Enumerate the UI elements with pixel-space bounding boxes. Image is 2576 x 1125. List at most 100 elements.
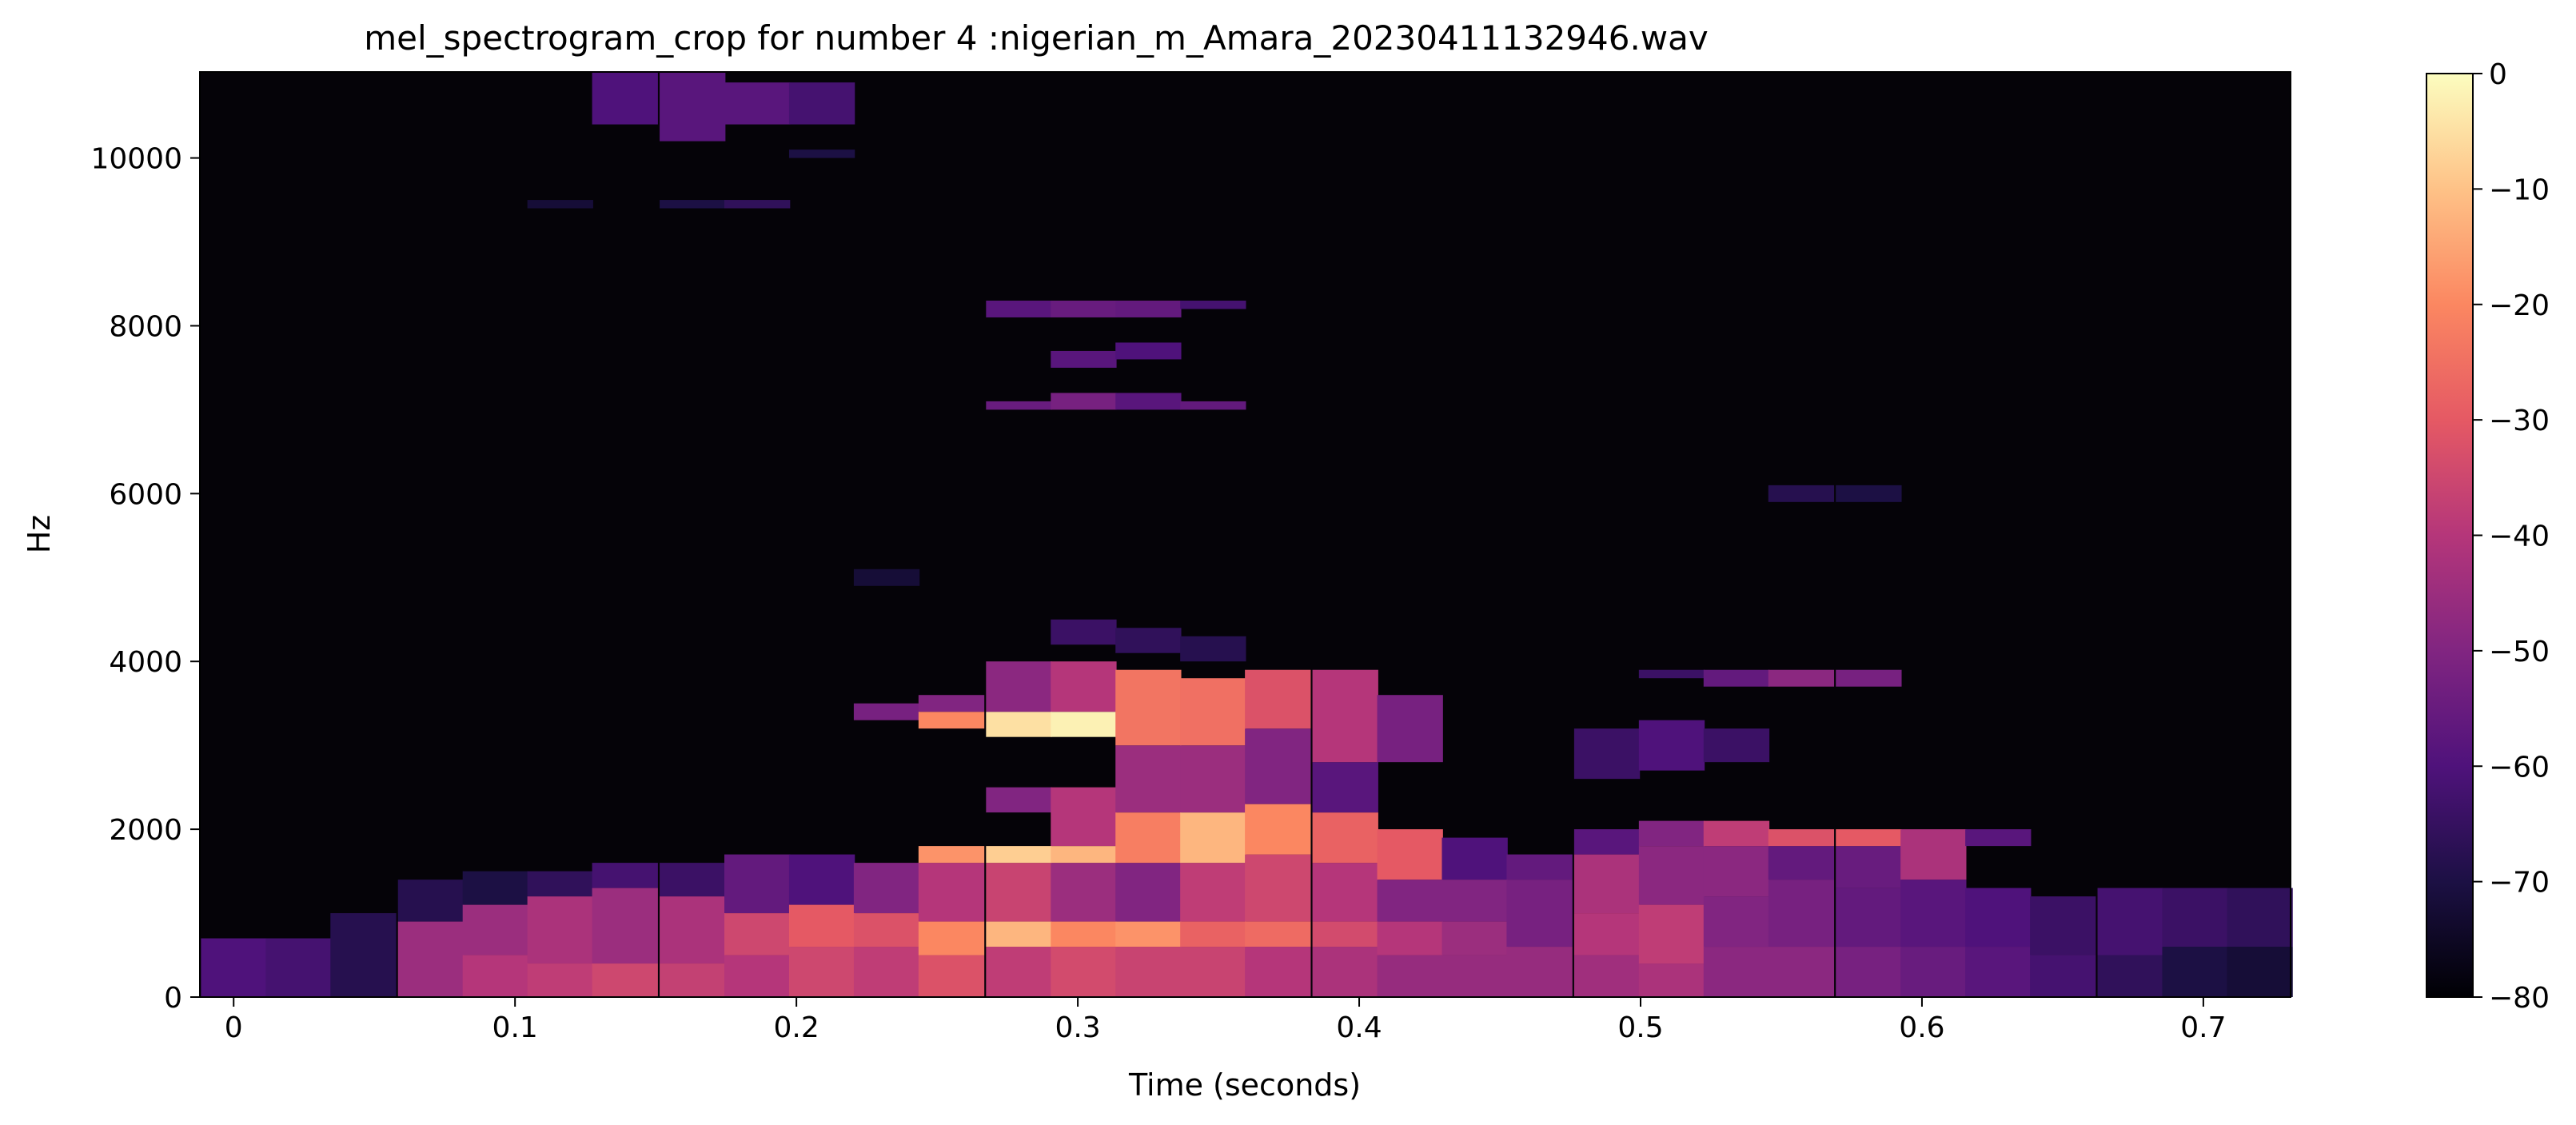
x-tick-label: 0.3	[1055, 1011, 1100, 1044]
spectrogram-cell	[1377, 880, 1443, 922]
spectrogram-cell	[1442, 837, 1508, 880]
spectrogram-cell	[1836, 669, 1902, 687]
spectrogram-cell	[1180, 921, 1246, 947]
spectrogram-cell	[1115, 921, 1182, 947]
spectrogram-cell	[918, 921, 985, 955]
spectrogram-cell	[2227, 947, 2293, 997]
spectrogram-cell	[660, 863, 726, 897]
colorbar-tick-label: −50	[2489, 636, 2550, 668]
y-axis-label: Hz	[22, 515, 57, 554]
spectrogram-cell	[1115, 300, 1182, 317]
spectrogram-cell	[1115, 812, 1182, 864]
spectrogram-cell	[1115, 628, 1182, 653]
spectrogram-cell	[1377, 695, 1443, 763]
x-tick-label: 0	[225, 1011, 243, 1044]
spectrogram-cell	[1180, 300, 1246, 309]
spectrogram-cell	[1115, 745, 1182, 813]
spectrogram-cell	[1768, 947, 1835, 997]
colorbar-gradient	[2426, 73, 2474, 998]
spectrogram-cell	[1377, 829, 1443, 880]
colorbar-tick-label: −80	[2489, 982, 2550, 1015]
spectrogram-cell	[1836, 947, 1902, 997]
spectrogram-cell	[1051, 350, 1117, 368]
spectrogram-cell	[1051, 947, 1117, 997]
spectrogram-cell	[660, 72, 726, 142]
spectrogram-cell	[1245, 804, 1311, 855]
spectrogram-cell	[853, 568, 920, 586]
colorbar-tick-label: 0	[2489, 58, 2507, 91]
spectrogram-cell	[1965, 947, 2032, 997]
spectrogram-cell	[986, 787, 1052, 813]
spectrogram-cell	[1703, 728, 1770, 763]
x-tick-label: 0.4	[1336, 1011, 1382, 1044]
spectrogram-cell	[1638, 720, 1705, 771]
spectrogram-cell	[788, 82, 855, 125]
spectrogram-cell	[2030, 955, 2096, 997]
spectrogram-cell	[1312, 863, 1378, 922]
spectrogram-cell	[1180, 812, 1246, 864]
y-tick-label: 8000	[109, 310, 182, 343]
spectrogram-cell	[660, 200, 726, 209]
spectrogram-cell	[1312, 669, 1378, 763]
spectrogram-cell	[1312, 921, 1378, 947]
spectrogram-cell	[1768, 829, 1835, 847]
chart-title: mel_spectrogram_crop for number 4 :niger…	[364, 18, 1709, 58]
spectrogram-cell	[853, 863, 920, 914]
spectrogram-cell	[788, 947, 855, 997]
spectrogram-cell	[1245, 947, 1311, 997]
spectrogram-cell	[1245, 669, 1311, 729]
spectrogram-cell	[527, 896, 593, 964]
spectrogram-cell	[462, 871, 529, 905]
spectrogram-cell	[1506, 947, 1573, 997]
spectrogram-cell	[1312, 762, 1378, 813]
spectrogram-cell	[1051, 787, 1117, 847]
spectrogram-cell	[1768, 669, 1835, 687]
spectrogram-cell	[1245, 921, 1311, 947]
spectrogram-cell	[2162, 888, 2228, 947]
spectrogram-cell	[724, 913, 791, 955]
spectrogram-cell	[1703, 947, 1770, 997]
spectrogram-cell	[1051, 619, 1117, 645]
spectrogram-cell	[853, 703, 920, 720]
spectrogram-cell	[265, 938, 332, 997]
colorbar-tick-label: −70	[2489, 867, 2550, 900]
y-tick-label: 0	[164, 982, 182, 1015]
spectrogram-cell	[986, 921, 1052, 947]
spectrogram-cell	[986, 846, 1052, 864]
spectrogram-cell	[330, 913, 397, 997]
spectrogram-cell	[853, 913, 920, 947]
spectrogram-cell	[1573, 955, 1641, 997]
x-tick-label: 0.5	[1617, 1011, 1663, 1044]
spectrogram-cell	[1115, 669, 1182, 746]
spectrogram-cell	[1703, 669, 1770, 687]
spectrogram-cell	[1900, 880, 1967, 947]
spectrogram-cell	[462, 904, 529, 955]
spectrogram-cell	[1180, 947, 1246, 997]
spectrogram-cell	[527, 200, 593, 209]
spectrogram-cell	[1836, 888, 1902, 947]
spectrogram-cell	[2227, 888, 2293, 947]
spectrogram-cell	[1180, 636, 1246, 662]
spectrogram-cell	[1573, 829, 1641, 855]
spectrogram-cell	[1638, 820, 1705, 847]
spectrogram-cell	[1900, 947, 1967, 997]
spectrogram-cell	[1768, 485, 1835, 502]
spectrogram-cell	[724, 200, 791, 209]
spectrogram-cell	[1836, 829, 1902, 847]
spectrogram-cell	[788, 854, 855, 905]
x-tick-label: 0.1	[492, 1011, 538, 1044]
spectrogram-cell	[724, 955, 791, 997]
spectrogram-cell	[1312, 947, 1378, 997]
spectrogram-cell	[1115, 863, 1182, 922]
spectrogram-cell	[1506, 880, 1573, 947]
spectrogram-cell	[918, 695, 985, 712]
spectrogram-cell	[1051, 846, 1117, 864]
spectrogram-cell	[1638, 904, 1705, 964]
spectrogram-cell	[1638, 669, 1705, 679]
x-tick-label: 0.2	[774, 1011, 819, 1044]
spectrogram-cell	[2162, 947, 2228, 997]
spectrogram-cell	[1245, 728, 1311, 804]
spectrogram-cell	[986, 661, 1052, 712]
spectrogram-cell	[1051, 661, 1117, 712]
